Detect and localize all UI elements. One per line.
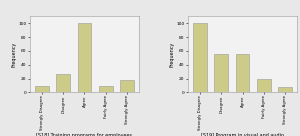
Bar: [99, 86, 113, 92]
Bar: [278, 87, 292, 92]
X-axis label: [S19] Program in visual and audio: [S19] Program in visual and audio: [201, 133, 284, 136]
Bar: [257, 79, 271, 92]
Bar: [214, 54, 228, 92]
Bar: [35, 86, 49, 92]
Bar: [193, 23, 207, 92]
X-axis label: [S18] Training programs for employees: [S18] Training programs for employees: [37, 133, 133, 136]
Y-axis label: Frequency: Frequency: [11, 42, 16, 67]
Bar: [78, 23, 92, 92]
Y-axis label: Frequency: Frequency: [169, 42, 174, 67]
Bar: [56, 75, 70, 92]
Bar: [120, 80, 134, 92]
Bar: [236, 54, 249, 92]
